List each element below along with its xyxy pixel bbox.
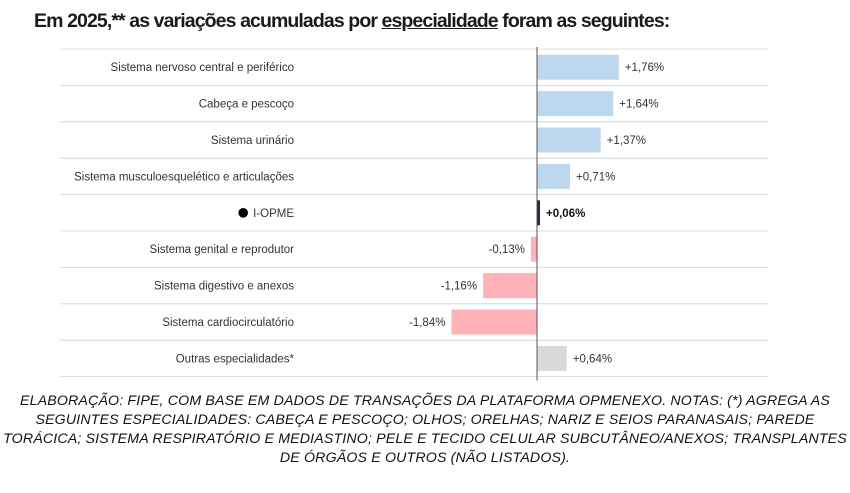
chart-title-underlined: especialidade <box>381 10 499 32</box>
bar <box>451 309 537 335</box>
highlight-bullet-icon <box>238 208 248 218</box>
bar <box>537 127 601 153</box>
footnote: ELABORAÇÃO: FIPE, COM BASE EM DADOS DE T… <box>3 393 847 466</box>
chart-title-part1: Em 2025,** as variações acumuladas por <box>34 10 382 32</box>
category-label: Cabeça e pescoço <box>199 99 294 111</box>
value-label: +0,71% <box>576 171 615 183</box>
chart-title-part2: foram as seguintes: <box>497 10 670 32</box>
value-label: +1,37% <box>607 135 646 147</box>
grid-lines <box>60 48 768 378</box>
bar <box>537 200 540 226</box>
bar <box>530 236 537 262</box>
category-label: Outras especialidades* <box>176 353 295 365</box>
bar <box>537 345 567 371</box>
value-label: +1,64% <box>619 99 658 111</box>
category-label: Sistema nervoso central e periférico <box>111 62 294 74</box>
category-label: Sistema digestivo e anexos <box>154 281 294 293</box>
category-label: Sistema urinário <box>211 135 294 147</box>
category-label: Sistema musculoesquelético e articulaçõe… <box>74 171 294 183</box>
bar <box>483 273 537 299</box>
chart-title: Em 2025,** as variações acumuladas por e… <box>34 10 670 33</box>
category-label: Sistema genital e reprodutor <box>150 244 295 256</box>
value-label: -1,84% <box>409 317 445 329</box>
bars <box>451 47 619 381</box>
bar <box>537 91 614 117</box>
value-label: +0,06% <box>546 208 585 220</box>
category-label: Sistema cardiocirculatório <box>162 317 294 329</box>
labels: Sistema nervoso central e periférico +1,7… <box>74 62 664 365</box>
value-label: -1,16% <box>441 281 477 293</box>
value-label: -0,13% <box>489 244 525 256</box>
bar <box>537 163 571 189</box>
bar <box>537 54 619 80</box>
category-label: I-OPME <box>253 208 294 220</box>
value-label: +1,76% <box>625 62 664 74</box>
value-label: +0,64% <box>573 353 612 365</box>
